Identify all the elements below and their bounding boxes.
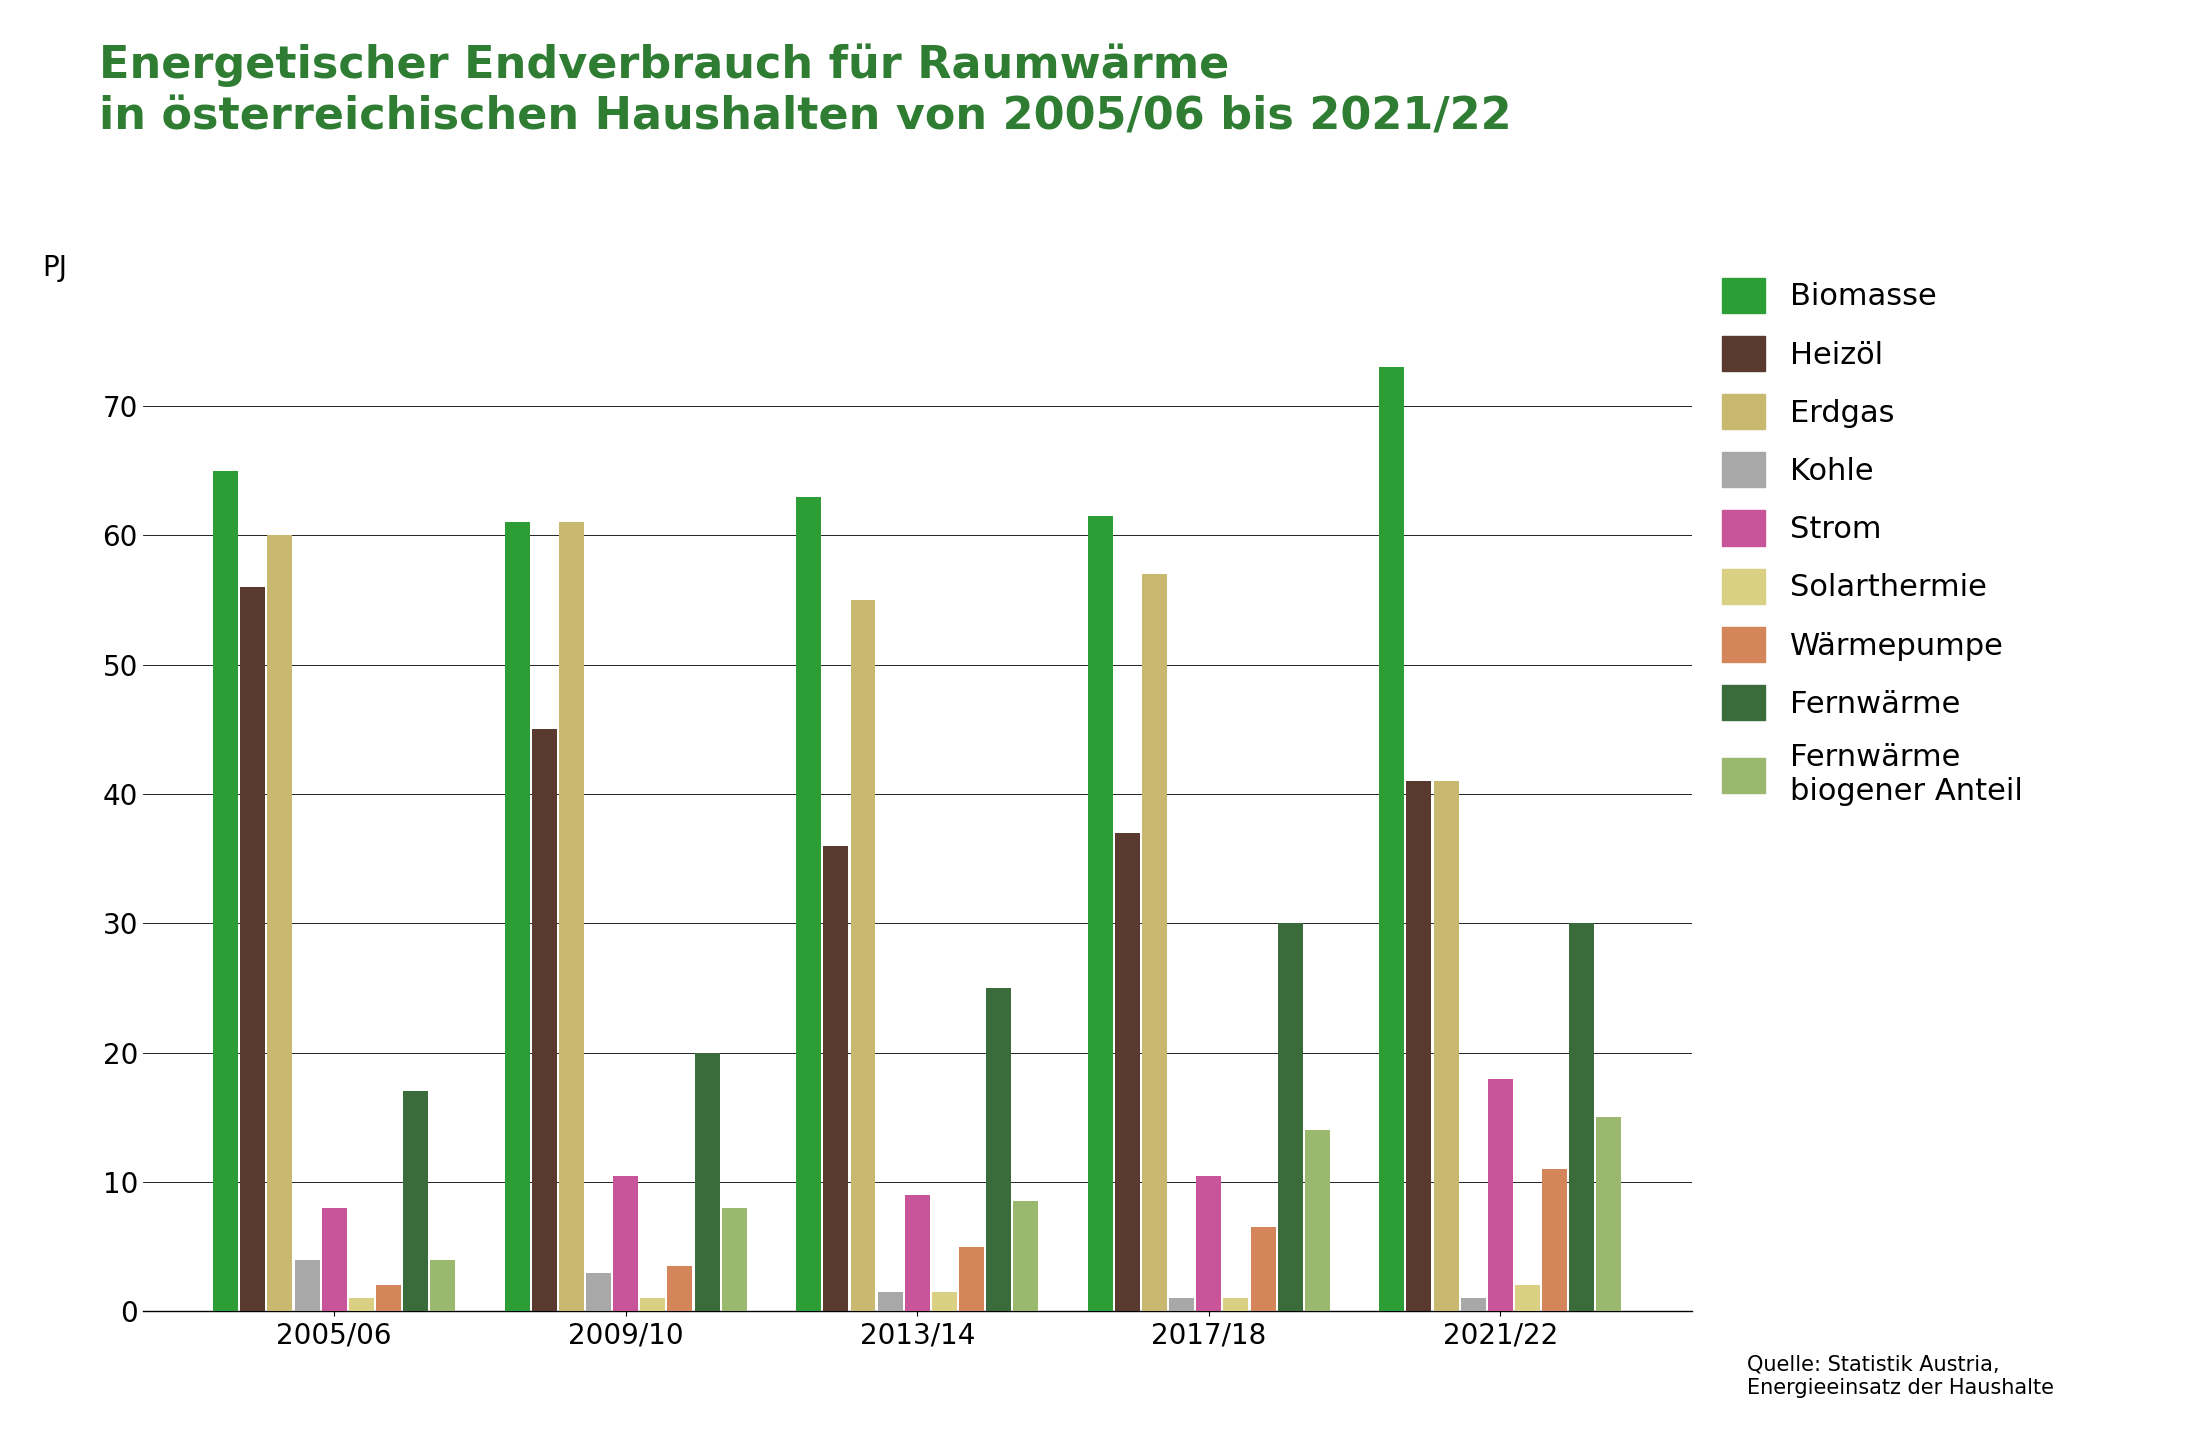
Bar [1569, 924, 1595, 1311]
Bar [1305, 1130, 1329, 1311]
Bar [1114, 833, 1140, 1311]
Bar [986, 989, 1011, 1311]
Text: Quelle: Statistik Austria,
Energieeinsatz der Haushalte: Quelle: Statistik Austria, Energieeinsat… [1747, 1355, 2054, 1398]
Bar [932, 1293, 958, 1311]
Legend: Biomasse, Heizöl, Erdgas, Kohle, Strom, Solarthermie, Wärmepumpe, Fernwärme, Fer: Biomasse, Heizöl, Erdgas, Kohle, Strom, … [1722, 278, 2023, 806]
Bar [721, 1208, 747, 1311]
Bar [1088, 516, 1114, 1311]
Bar [268, 536, 292, 1311]
Bar [668, 1267, 692, 1311]
Bar [587, 1272, 611, 1311]
Bar [850, 599, 874, 1311]
Bar [1224, 1298, 1248, 1311]
Bar [905, 1195, 929, 1311]
Bar [321, 1208, 347, 1311]
Bar [1461, 1298, 1485, 1311]
Bar [239, 586, 266, 1311]
Bar [402, 1091, 428, 1311]
Bar [613, 1176, 637, 1311]
Bar [824, 846, 848, 1311]
Bar [960, 1246, 984, 1311]
Bar [1013, 1202, 1039, 1311]
Bar [1250, 1228, 1276, 1311]
Bar [795, 497, 822, 1311]
Bar [694, 1053, 721, 1311]
Bar [1197, 1176, 1222, 1311]
Bar [1542, 1169, 1566, 1311]
Bar [1142, 574, 1167, 1311]
Bar [877, 1293, 903, 1311]
Bar [213, 471, 237, 1311]
Bar [532, 729, 556, 1311]
Bar [376, 1285, 400, 1311]
Bar [505, 523, 529, 1311]
Bar [1597, 1117, 1621, 1311]
Bar [294, 1259, 319, 1311]
Bar [1279, 924, 1303, 1311]
Bar [1487, 1078, 1514, 1311]
Bar [639, 1298, 666, 1311]
Text: Energetischer Endverbrauch für Raumwärme
in österreichischen Haushalten von 2005: Energetischer Endverbrauch für Raumwärme… [99, 43, 1512, 138]
Bar [1435, 781, 1459, 1311]
Text: PJ: PJ [42, 255, 68, 282]
Bar [1169, 1298, 1195, 1311]
Bar [349, 1298, 373, 1311]
Bar [558, 523, 584, 1311]
Bar [431, 1259, 455, 1311]
Bar [1516, 1285, 1540, 1311]
Bar [1406, 781, 1432, 1311]
Bar [1380, 367, 1404, 1311]
